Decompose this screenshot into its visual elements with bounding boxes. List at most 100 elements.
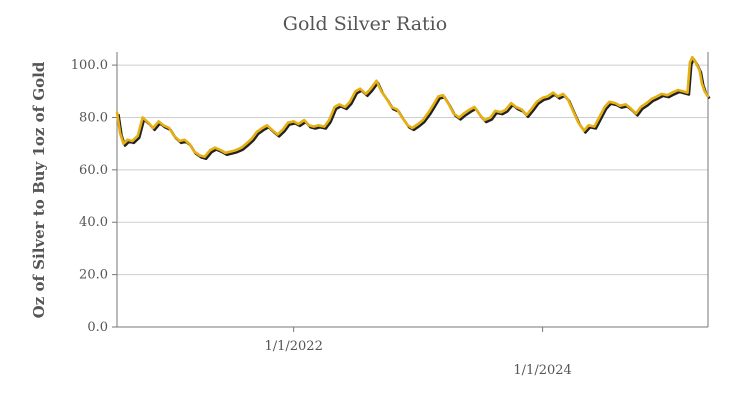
data-point: [650, 98, 653, 101]
data-point: [437, 95, 440, 98]
data-point: [255, 130, 258, 133]
data-point: [188, 142, 191, 145]
data-point: [473, 105, 476, 109]
data-point: [514, 105, 518, 109]
data-point: [390, 105, 393, 109]
series-points: [115, 56, 710, 158]
data-point: [608, 100, 611, 103]
data-point: [411, 126, 414, 130]
data-point: [152, 126, 155, 130]
data-point: [297, 122, 300, 126]
data-point: [234, 149, 237, 152]
data-point: [122, 142, 125, 145]
data-point: [706, 95, 710, 98]
data-point: [333, 105, 336, 109]
data-point: [504, 108, 507, 111]
data-point: [535, 100, 538, 103]
data-point: [229, 150, 232, 153]
data-point: [556, 95, 560, 98]
data-point: [499, 111, 503, 114]
data-point: [271, 129, 274, 132]
data-point: [462, 112, 465, 115]
data-point: [354, 90, 357, 93]
data-point: [494, 109, 497, 112]
data-point: [629, 107, 632, 110]
data-point: [375, 79, 378, 82]
data-point: [441, 94, 445, 97]
data-point: [292, 120, 295, 123]
data-point: [261, 126, 264, 130]
data-point: [266, 124, 269, 127]
data-point: [530, 107, 534, 110]
data-point: [577, 121, 580, 124]
data-point: [162, 124, 165, 127]
data-point: [582, 129, 586, 132]
data-point: [698, 69, 701, 72]
data-point: [666, 94, 669, 97]
data-point: [396, 108, 399, 111]
data-point: [639, 105, 642, 109]
data-point: [691, 56, 694, 59]
data-point: [385, 98, 388, 101]
data-point: [141, 116, 144, 119]
data-point: [286, 121, 289, 124]
data-point: [703, 90, 706, 93]
data-point: [510, 102, 513, 105]
data-point: [198, 154, 201, 157]
x-tick-label: 1/1/2024: [513, 363, 571, 378]
series-layer: [115, 55, 711, 160]
chart-title: Gold Silver Ratio: [283, 13, 447, 35]
data-point: [359, 87, 362, 90]
data-point: [209, 149, 212, 152]
data-point: [183, 138, 186, 141]
y-tick-label: 40.0: [79, 215, 108, 230]
data-point: [562, 92, 565, 95]
data-point: [593, 125, 596, 128]
data-point: [157, 120, 160, 123]
data-point: [458, 116, 461, 119]
data-point: [614, 102, 617, 105]
data-point: [344, 105, 347, 109]
y-tick-label: 20.0: [79, 268, 108, 283]
data-point: [147, 121, 150, 124]
data-point: [328, 119, 331, 122]
data-point: [624, 103, 627, 106]
data-point: [552, 91, 555, 94]
data-point: [323, 125, 326, 128]
data-point: [694, 61, 697, 64]
data-point: [219, 149, 222, 152]
y-tick-label: 100.0: [71, 58, 108, 73]
x-tick-label: 1/1/2022: [264, 339, 322, 354]
data-point: [303, 119, 306, 122]
data-point: [447, 103, 450, 106]
data-point: [312, 125, 315, 128]
data-point: [136, 134, 139, 137]
series-shadow-line: [117, 58, 711, 160]
data-point: [671, 91, 674, 94]
data-point: [193, 150, 196, 153]
data-point: [598, 116, 601, 119]
data-point: [566, 98, 569, 101]
data-point: [432, 103, 435, 106]
data-point: [338, 103, 341, 106]
data-point: [634, 112, 638, 115]
data-point: [489, 116, 492, 119]
data-point: [369, 87, 372, 90]
data-point: [700, 82, 704, 85]
y-tick-label: 0.0: [87, 320, 108, 335]
data-point: [478, 113, 481, 116]
data-point: [603, 105, 606, 109]
data-point: [427, 111, 430, 114]
y-tick-label: 60.0: [79, 163, 108, 178]
data-point: [587, 124, 590, 127]
data-point: [168, 126, 171, 130]
data-point: [224, 151, 227, 154]
data-point: [131, 139, 134, 143]
data-point: [452, 112, 455, 115]
data-point: [282, 128, 285, 131]
data-point: [401, 116, 404, 119]
data-point: [348, 100, 351, 103]
data-point: [203, 155, 206, 158]
